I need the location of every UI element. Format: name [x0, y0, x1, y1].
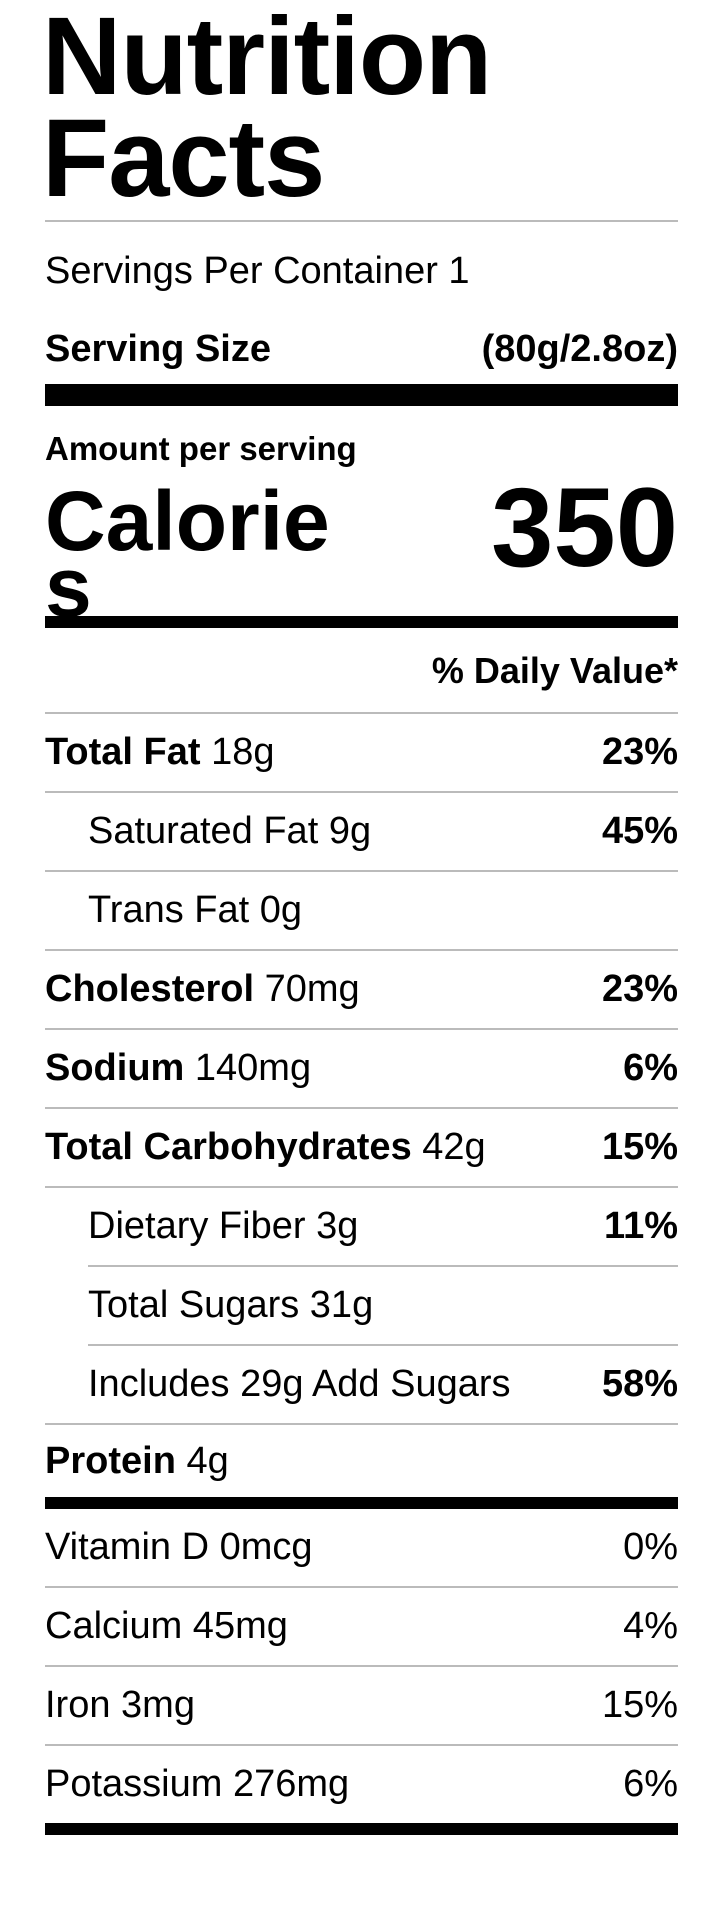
- serving-size-label: Serving Size: [45, 327, 271, 370]
- thick-divider: [45, 1497, 678, 1509]
- nutrient-percent: 23%: [601, 968, 678, 1010]
- nutrient-name: Sodium: [45, 1047, 185, 1089]
- vitamin-percent: 15%: [601, 1684, 678, 1726]
- vitamin-percent: 4%: [623, 1605, 678, 1647]
- nutrient-name: Total Carbohydrates: [45, 1126, 412, 1168]
- vitamin-row: Potassium 276mg 6%: [45, 1746, 678, 1823]
- nutrient-amount: 31g: [309, 1284, 374, 1326]
- vitamin-name: Vitamin D 0mcg: [45, 1526, 313, 1568]
- vitamin-name: Calcium 45mg: [45, 1605, 288, 1647]
- nutrient-amount: 70mg: [264, 968, 360, 1010]
- nutrient-amount: 9g: [328, 810, 372, 852]
- nutrient-name: Total Sugars: [88, 1284, 300, 1326]
- nutrient-name: Includes 29g Add Sugars: [88, 1363, 511, 1405]
- vitamin-name: Potassium 276mg: [45, 1763, 350, 1805]
- thick-divider: [45, 616, 678, 628]
- vitamin-row: Vitamin D 0mcg 0%: [45, 1509, 678, 1588]
- nutrient-amount: 18g: [211, 731, 275, 773]
- nutrient-row: Trans Fat 0g: [45, 872, 678, 951]
- nutrient-name: Trans Fat: [88, 889, 250, 931]
- nutrient-amount: 3g: [316, 1205, 359, 1247]
- calories-label: Calories: [45, 474, 330, 634]
- nutrient-name: Total Fat: [45, 731, 201, 773]
- title: Nutrition Facts: [42, 0, 492, 220]
- vitamin-row: Calcium 45mg 4%: [45, 1588, 678, 1667]
- serving-size-value: (80g/2.8oz): [481, 327, 678, 370]
- nutrient-amount: 0g: [259, 889, 303, 931]
- nutrient-row: Includes 29g Add Sugars 58%: [45, 1346, 678, 1425]
- servings: Servings Per Container 1: [45, 249, 470, 292]
- nutrient-row: Protein 4g: [45, 1425, 678, 1497]
- vitamin-percent: 0%: [623, 1526, 678, 1568]
- vitamin-name: Iron 3mg: [45, 1684, 195, 1726]
- nutrient-percent: 15%: [601, 1126, 678, 1168]
- nutrient-name: Cholesterol: [45, 968, 255, 1010]
- thick-divider: [45, 1823, 678, 1835]
- nutrient-row: Dietary Fiber 3g 11%: [88, 1188, 678, 1267]
- nutrient-row: Saturated Fat 9g 45%: [45, 793, 678, 872]
- nutrient-row: Sodium 140mg 6%: [45, 1030, 678, 1109]
- nutrient-name: Protein: [45, 1439, 176, 1482]
- nutrient-row: Total Fat 18g 23%: [45, 714, 678, 793]
- nutrient-percent: 6%: [623, 1047, 678, 1089]
- nutrient-name: Dietary Fiber: [88, 1205, 306, 1247]
- serving-size: Serving Size (80g/2.8oz): [45, 314, 678, 384]
- nutrient-row: Cholesterol 70mg 23%: [45, 951, 678, 1030]
- nutrient-amount: 140mg: [194, 1047, 312, 1089]
- daily-value-header: % Daily Value*: [45, 628, 678, 714]
- vitamin-row: Iron 3mg 15%: [45, 1667, 678, 1746]
- thick-divider: [45, 384, 678, 406]
- vitamin-percent: 6%: [623, 1763, 678, 1805]
- nutrient-percent: 58%: [601, 1363, 678, 1405]
- calories-value: 350: [491, 465, 678, 590]
- nutrient-amount: 42g: [422, 1126, 486, 1168]
- nutrient-percent: 45%: [601, 810, 678, 852]
- nutrient-row: Total Carbohydrates 42g 15%: [45, 1109, 678, 1188]
- calories: Calories 350: [45, 465, 678, 634]
- nutrient-row: Total Sugars 31g: [88, 1267, 678, 1346]
- nutrient-amount: 4g: [186, 1439, 229, 1482]
- nutrient-name: Saturated Fat: [88, 810, 319, 852]
- amount-per-serving: Amount per serving: [45, 430, 357, 467]
- divider: [45, 220, 678, 222]
- nutrition-label: Nutrition Facts Servings Per Container 1…: [42, 0, 678, 1835]
- nutrient-percent: 11%: [604, 1205, 678, 1247]
- nutrient-percent: 23%: [601, 731, 678, 773]
